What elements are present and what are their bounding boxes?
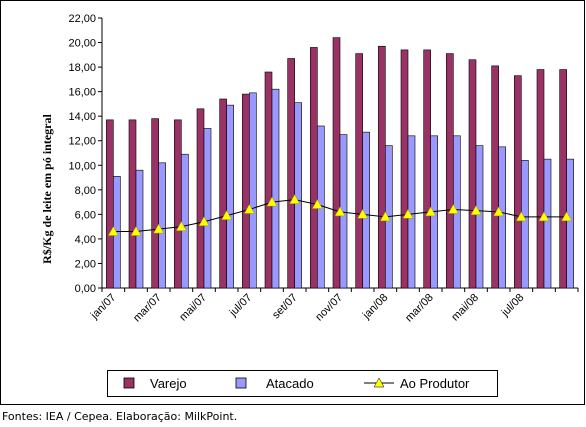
bar-varejo	[355, 53, 363, 289]
legend-swatch-varejo	[123, 377, 135, 389]
marker-ao-produtor	[153, 223, 165, 234]
bar-atacado	[158, 162, 166, 289]
bar-varejo	[378, 45, 386, 289]
y-tick-label: 20,00	[68, 38, 96, 50]
y-tick-label: 16,00	[68, 87, 96, 99]
bar-varejo	[151, 118, 159, 289]
y-axis-label: R$/Kg de leite em pó integral	[40, 114, 54, 264]
bar-atacado	[362, 131, 370, 289]
bar-varejo	[491, 65, 499, 289]
bar-varejo	[400, 49, 409, 289]
plot-area: 0,00 2,00 4,00 6,00 8,00 10,00 12,00 14,00 16,00…	[68, 13, 579, 324]
source-note: Fontes: IEA / Cepea. Elaboração: MilkPoi…	[2, 410, 238, 423]
bar-varejo	[106, 119, 114, 289]
marker-ao-produtor	[379, 211, 391, 222]
marker-ao-produtor	[425, 206, 437, 217]
bar-varejo	[446, 53, 454, 289]
legend-marker-ao-produtor	[373, 377, 385, 388]
bar-atacado	[543, 158, 552, 289]
y-tick-label: 22,00	[68, 13, 96, 25]
marker-ao-produtor	[402, 208, 414, 219]
bar-varejo	[242, 93, 250, 289]
y-tick-label: 4,00	[75, 234, 96, 246]
legend-box	[107, 370, 498, 397]
bar-varejo	[536, 69, 545, 289]
marker-ao-produtor	[289, 194, 301, 204]
y-tick-label: 18,00	[68, 62, 96, 74]
y-tick-label: 14,00	[68, 111, 96, 123]
legend-label-ao-produtor: Ao Produtor	[400, 376, 470, 391]
bar-varejo	[287, 58, 295, 289]
marker-ao-produtor	[221, 210, 233, 220]
bar-atacado	[521, 160, 529, 289]
marker-ao-produtor	[107, 226, 119, 236]
bar-varejo	[559, 69, 567, 289]
bar-varejo	[219, 98, 227, 289]
y-tick-label: 6,00	[75, 209, 96, 221]
bar-varejo	[174, 119, 182, 289]
y-tick-label: 0,00	[75, 283, 96, 295]
bar-atacado	[226, 104, 234, 289]
bar-varejo	[423, 49, 431, 289]
marker-ao-produtor	[266, 196, 278, 207]
y-tick-label: 2,00	[75, 258, 96, 270]
marker-ao-produtor	[357, 208, 369, 219]
marker-ao-produtor	[311, 199, 323, 209]
marker-ao-produtor	[130, 226, 142, 236]
marker-ao-produtor	[470, 205, 482, 215]
marker-ao-produtor	[561, 211, 573, 222]
bar-atacado	[498, 146, 506, 289]
bar-varejo	[468, 59, 477, 289]
bar-varejo	[264, 71, 273, 289]
bar-varejo	[128, 119, 137, 289]
marker-ao-produtor	[493, 206, 505, 217]
marker-ao-produtor	[334, 206, 346, 217]
bar-atacado	[181, 153, 189, 289]
y-tick-label: 8,00	[75, 185, 96, 197]
y-tick-label: 10,00	[68, 160, 96, 172]
bar-atacado	[203, 128, 212, 289]
legend-label-atacado: Atacado	[266, 376, 314, 391]
marker-ao-produtor	[198, 216, 210, 226]
marker-ao-produtor	[175, 221, 187, 231]
bar-varejo	[310, 47, 318, 289]
bar-atacado	[475, 145, 484, 289]
bar-atacado	[566, 158, 574, 289]
legend-swatch-atacado	[235, 377, 247, 389]
marker-ao-produtor	[447, 203, 459, 214]
bar-atacado	[249, 92, 257, 289]
bar-atacado	[271, 88, 280, 289]
bar-varejo	[196, 108, 205, 289]
bar-atacado	[294, 102, 302, 289]
marker-ao-produtor	[243, 203, 255, 214]
bar-varejo	[332, 37, 341, 289]
legend: Varejo Atacado Ao Produtor	[107, 370, 498, 397]
bar-varejo	[514, 75, 522, 289]
legend-label-varejo: Varejo	[150, 376, 187, 391]
y-tick-label: 12,00	[68, 136, 96, 148]
marker-ao-produtor	[538, 211, 550, 222]
marker-ao-produtor	[515, 211, 527, 222]
